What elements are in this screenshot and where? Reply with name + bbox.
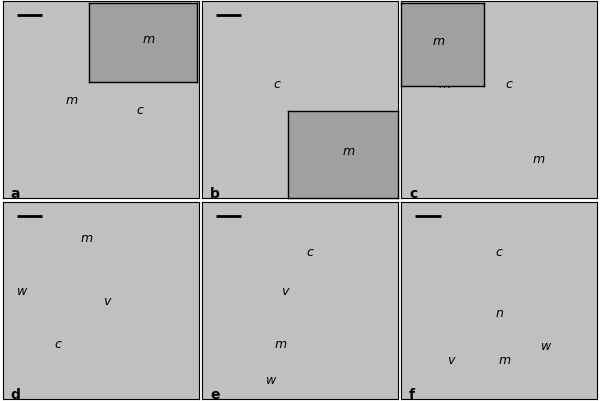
- Text: m: m: [274, 338, 287, 350]
- Text: m: m: [532, 153, 544, 166]
- Text: c: c: [136, 103, 143, 117]
- Text: n: n: [495, 306, 503, 319]
- Text: a: a: [11, 187, 20, 200]
- Text: c: c: [409, 187, 418, 200]
- Text: m: m: [433, 34, 445, 48]
- Text: d: d: [11, 387, 20, 401]
- Text: w: w: [541, 340, 551, 352]
- Text: c: c: [55, 338, 61, 350]
- Text: m: m: [317, 149, 329, 162]
- Text: v: v: [103, 294, 110, 307]
- Text: m: m: [65, 94, 77, 107]
- Text: e: e: [210, 387, 220, 401]
- Text: w: w: [17, 284, 28, 298]
- Text: f: f: [409, 387, 415, 401]
- Text: c: c: [307, 245, 313, 258]
- Text: v: v: [281, 284, 288, 298]
- Text: v: v: [446, 353, 454, 366]
- Text: w: w: [266, 373, 276, 386]
- Text: m: m: [81, 231, 93, 244]
- Text: m: m: [439, 78, 451, 91]
- Text: m: m: [499, 353, 511, 366]
- Text: m: m: [142, 33, 154, 46]
- Text: c: c: [506, 78, 512, 91]
- Text: c: c: [496, 245, 503, 258]
- Text: c: c: [273, 78, 280, 91]
- Text: m: m: [343, 144, 355, 158]
- Text: b: b: [210, 187, 220, 200]
